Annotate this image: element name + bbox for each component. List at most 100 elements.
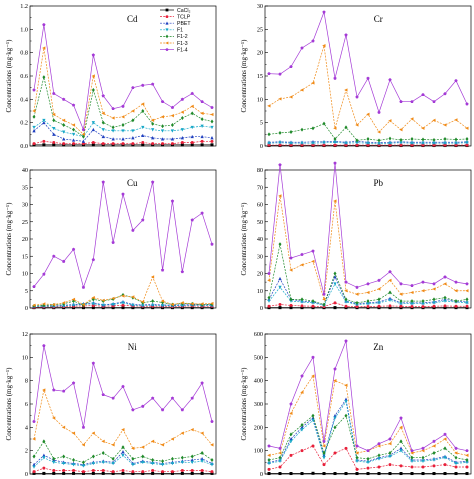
data-point	[140, 445, 145, 449]
data-point	[121, 450, 125, 454]
y-tick-label: 30	[257, 3, 263, 10]
data-point	[399, 416, 403, 420]
data-point	[190, 458, 194, 462]
data-point	[81, 139, 86, 143]
data-point	[52, 127, 56, 131]
data-point	[432, 143, 436, 147]
data-point	[160, 408, 165, 412]
y-tick-label: 600	[254, 331, 263, 338]
data-point	[454, 472, 458, 476]
series-line	[33, 388, 213, 449]
data-point	[101, 120, 105, 125]
data-point	[61, 301, 66, 305]
data-point	[278, 451, 282, 455]
data-point	[410, 143, 414, 147]
data-point	[421, 280, 425, 284]
data-point	[311, 249, 315, 253]
data-point	[180, 408, 184, 412]
data-point	[190, 306, 194, 310]
y-tick-label: 60	[257, 202, 263, 209]
data-point	[210, 463, 214, 467]
data-point	[465, 126, 469, 130]
data-point	[432, 141, 436, 145]
data-point	[410, 459, 414, 463]
data-point	[333, 425, 337, 430]
data-point	[333, 140, 337, 145]
data-point	[190, 460, 194, 465]
data-point	[180, 431, 184, 435]
series-f1-4	[267, 339, 469, 453]
data-point	[278, 306, 282, 310]
data-point	[311, 304, 315, 308]
data-point	[410, 137, 414, 141]
data-point	[51, 112, 56, 117]
data-point	[267, 453, 271, 457]
data-point	[267, 271, 271, 275]
data-point	[377, 142, 381, 146]
data-point	[200, 381, 204, 385]
data-point	[355, 123, 359, 127]
data-point	[443, 472, 447, 476]
data-point	[432, 444, 436, 448]
data-point	[151, 121, 155, 126]
data-point	[278, 194, 282, 198]
y-tick-label: 20	[22, 236, 28, 243]
data-point	[160, 137, 165, 141]
series-line	[268, 10, 468, 114]
data-point	[465, 460, 469, 465]
data-point	[421, 459, 425, 463]
data-point	[170, 114, 174, 118]
data-point	[421, 455, 425, 460]
data-point	[101, 142, 105, 146]
data-point	[190, 143, 194, 147]
data-point	[81, 134, 85, 139]
data-point	[150, 439, 155, 443]
data-point	[322, 143, 326, 147]
data-point	[180, 301, 184, 305]
data-point	[399, 304, 403, 308]
series-f1	[267, 282, 469, 308]
data-point	[399, 299, 403, 304]
data-point	[62, 123, 66, 127]
data-point	[131, 471, 135, 475]
data-point	[465, 465, 469, 469]
data-point	[160, 268, 165, 272]
data-point	[399, 137, 403, 142]
data-point	[344, 339, 348, 343]
data-point	[52, 471, 56, 475]
data-point	[52, 460, 56, 465]
series-f1-2	[32, 439, 214, 465]
data-point	[454, 462, 458, 466]
data-point	[355, 292, 359, 296]
data-point	[443, 295, 447, 300]
data-point	[366, 112, 370, 116]
data-point	[32, 109, 36, 113]
data-point	[399, 143, 403, 147]
data-point	[91, 143, 95, 147]
data-point	[322, 463, 326, 467]
data-point	[72, 469, 76, 472]
data-point	[121, 471, 125, 475]
data-point	[388, 278, 392, 283]
data-point	[278, 446, 282, 450]
y-tick-label: 12	[22, 331, 28, 338]
data-point	[267, 467, 271, 471]
data-point	[278, 242, 282, 247]
data-point	[421, 289, 425, 293]
series-f1-3	[267, 374, 469, 457]
data-point	[160, 299, 165, 303]
data-point	[432, 304, 436, 308]
data-point	[366, 460, 370, 465]
y-tick-label: 6	[25, 401, 28, 408]
data-point	[160, 463, 165, 467]
data-point	[62, 259, 66, 263]
data-point	[131, 228, 135, 232]
data-point	[421, 92, 425, 97]
data-point	[111, 116, 115, 120]
data-point	[62, 462, 66, 466]
data-point	[170, 199, 175, 203]
data-point	[42, 302, 46, 306]
data-point	[131, 303, 135, 308]
data-point	[210, 143, 214, 147]
data-point	[278, 472, 282, 476]
